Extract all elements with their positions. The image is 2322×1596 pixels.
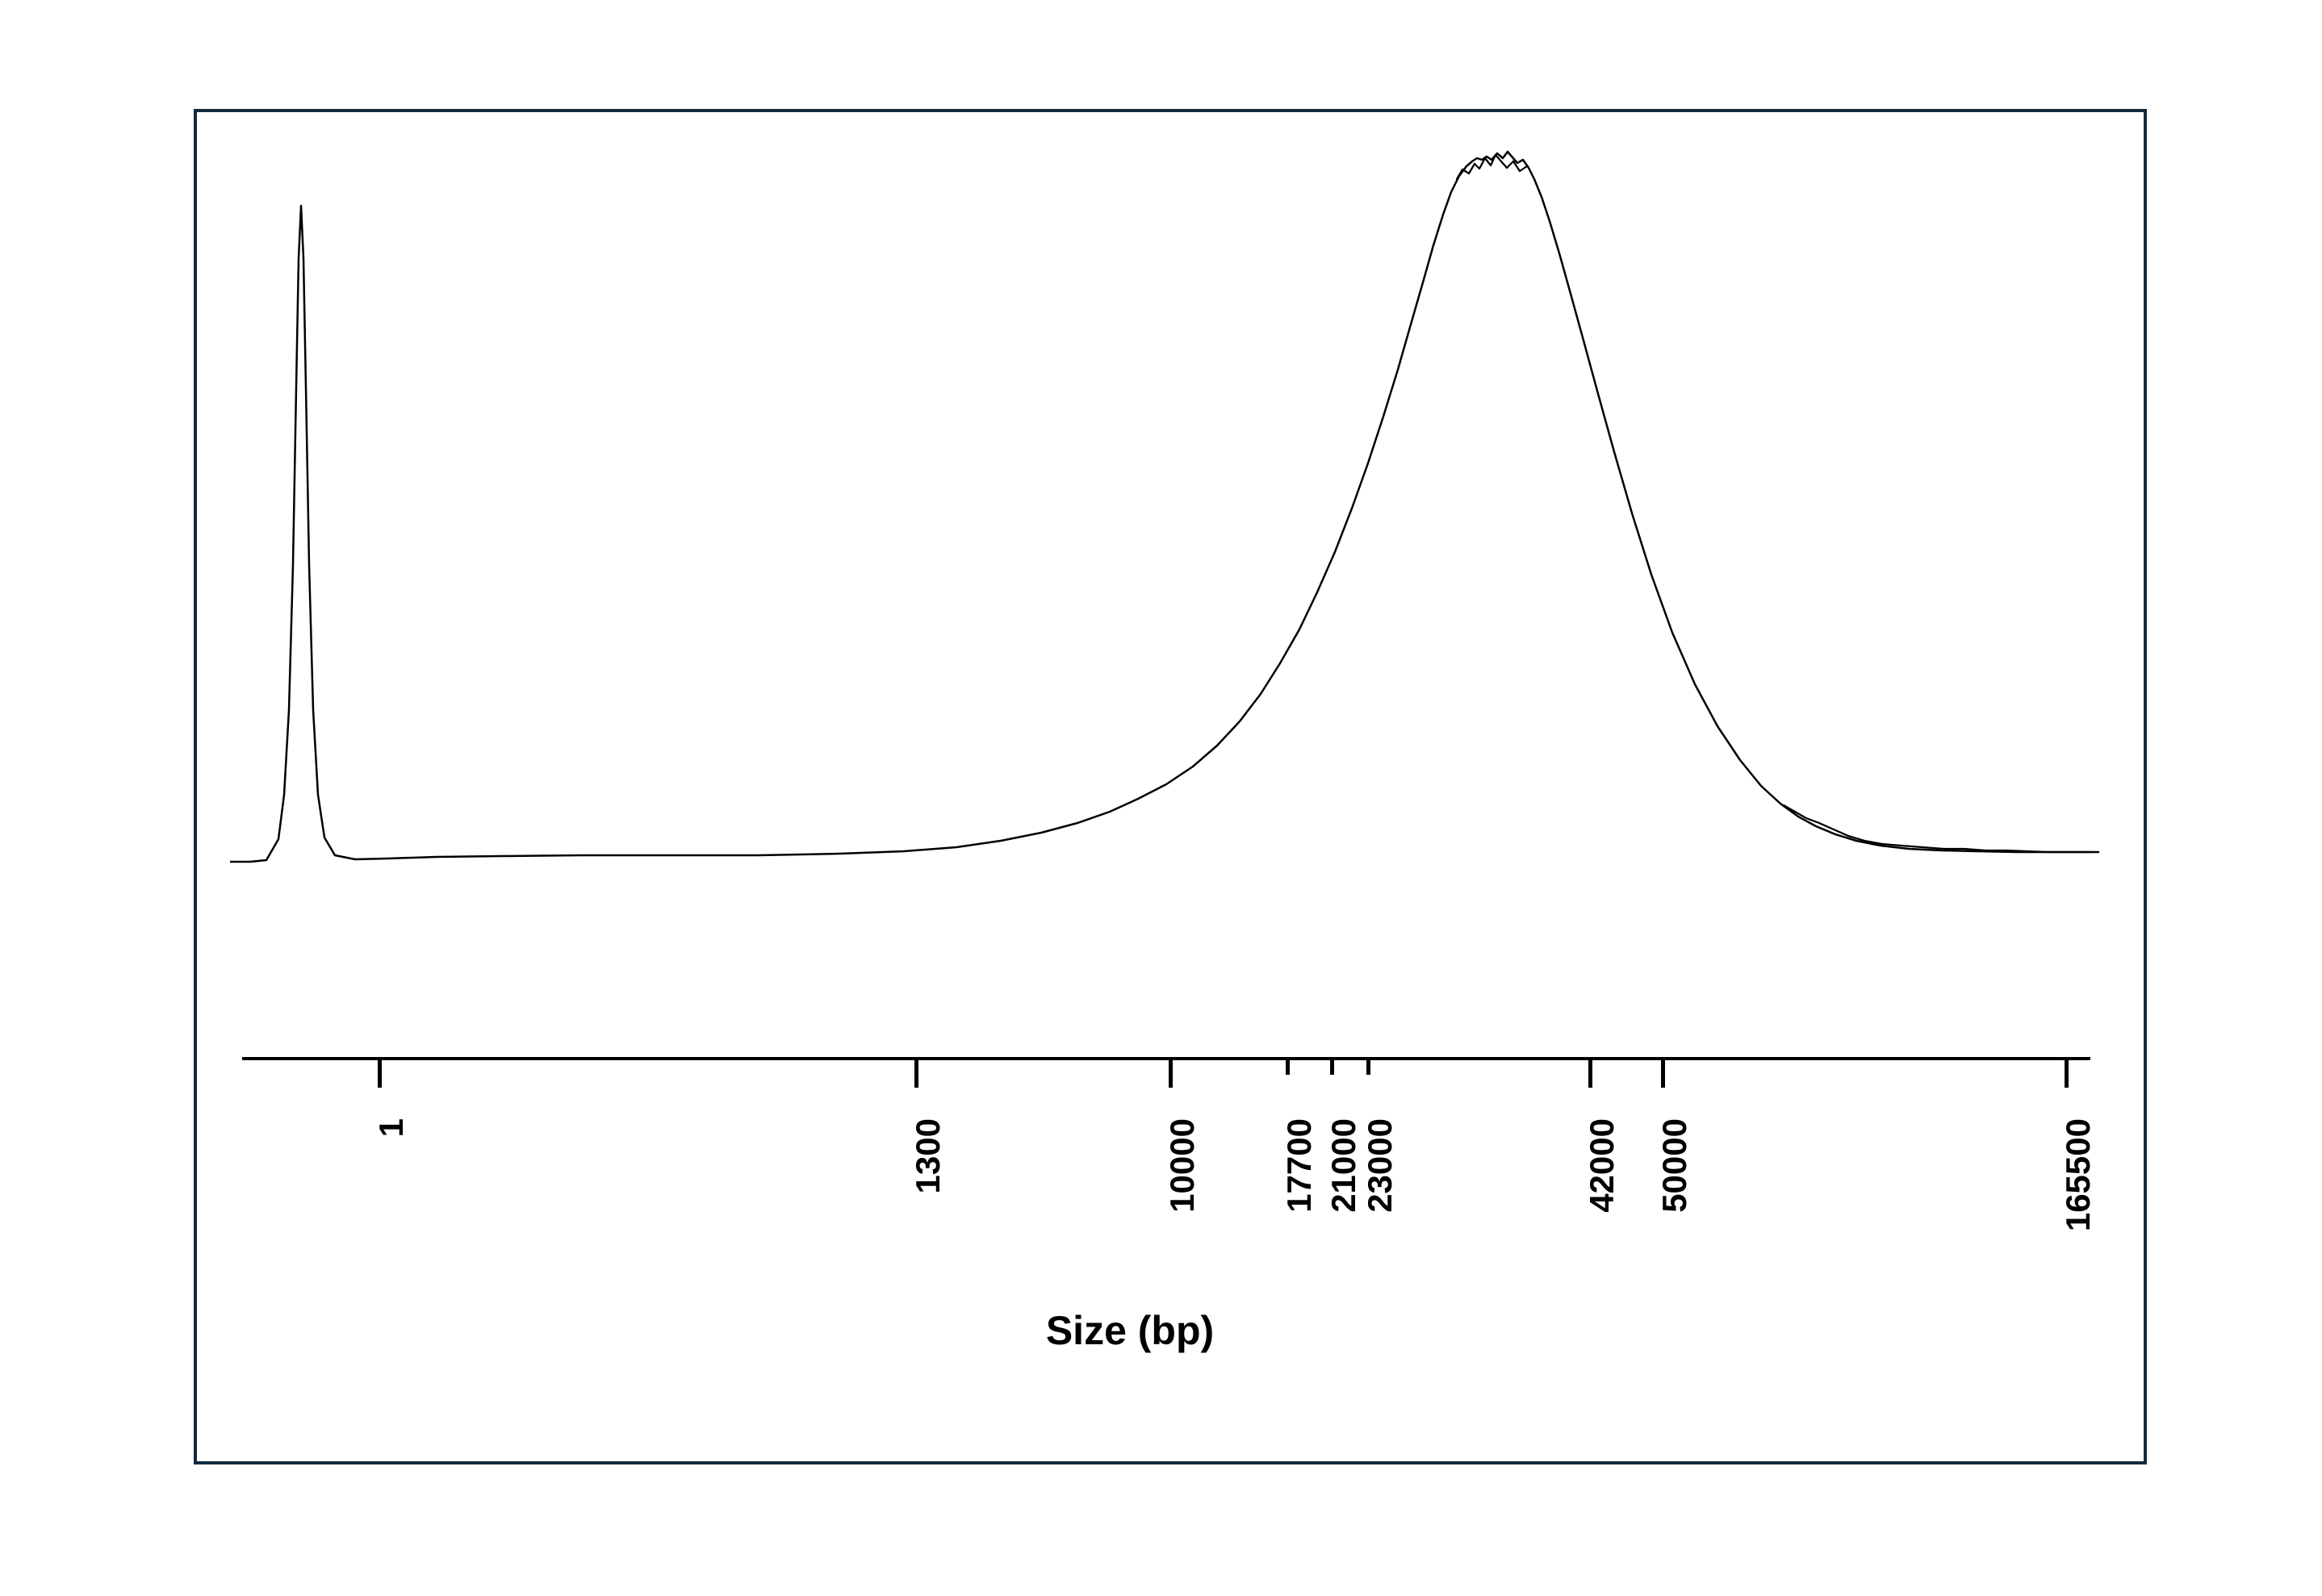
x-tick-label: 1 xyxy=(372,1118,411,1137)
x-axis-line xyxy=(242,1057,2090,1060)
x-tick-label: 17700 xyxy=(1280,1118,1319,1213)
x-tick xyxy=(914,1057,918,1088)
x-tick-label: 10000 xyxy=(1163,1118,1202,1213)
x-tick-label: 1300 xyxy=(909,1118,948,1193)
x-tick xyxy=(1286,1057,1290,1075)
x-tick-label: 165500 xyxy=(2059,1118,2098,1231)
x-tick xyxy=(1366,1057,1370,1075)
x-tick xyxy=(1169,1057,1173,1088)
canvas: 1 1300 10000 177002100023000 42000 50000 16550… xyxy=(0,0,2322,1596)
x-tick xyxy=(1330,1057,1334,1075)
x-tick xyxy=(1588,1057,1592,1088)
x-tick xyxy=(2065,1057,2069,1088)
x-tick xyxy=(1661,1057,1665,1088)
x-tick xyxy=(378,1057,382,1088)
plot-area xyxy=(230,141,2111,1021)
x-tick-label: 42000 xyxy=(1583,1118,1621,1213)
x-tick-label: 23000 xyxy=(1361,1118,1399,1213)
electropherogram-trace xyxy=(230,141,2111,1021)
x-axis-title: Size (bp) xyxy=(888,1307,1372,1354)
x-tick-label: 21000 xyxy=(1324,1118,1363,1213)
x-tick-label: 50000 xyxy=(1655,1118,1694,1213)
